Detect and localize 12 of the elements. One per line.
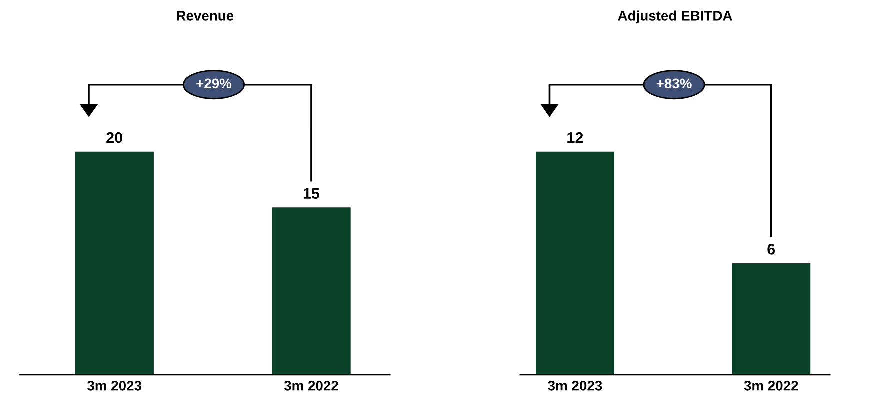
chart-title: Revenue (177, 11, 234, 21)
data-label: 15 (304, 188, 320, 200)
text: +83% (656, 78, 692, 89)
data-label: 6 (768, 244, 776, 255)
data-label: 12 (568, 132, 584, 144)
text: +29% (196, 78, 232, 89)
x-tick-label: 3m 2022 (284, 380, 338, 391)
x-tick-label: 3m 2022 (744, 380, 798, 391)
x-tick-label: 3m 2023 (87, 380, 142, 391)
data-label: 20 (106, 132, 122, 144)
chart-title: Adjusted EBITDA (618, 10, 732, 24)
x-tick-label: 3m 2023 (548, 380, 602, 391)
